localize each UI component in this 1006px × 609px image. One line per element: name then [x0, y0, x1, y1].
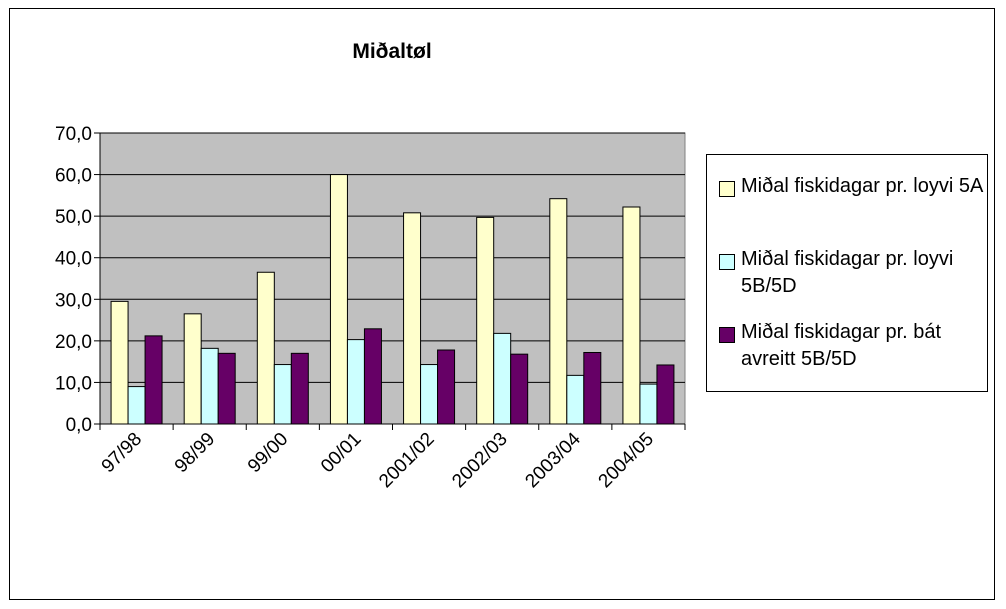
bar: [363, 328, 382, 425]
y-tick-label: 50,0: [55, 207, 92, 228]
bar: [622, 206, 641, 425]
bar: [549, 198, 568, 425]
bar: [420, 364, 439, 425]
x-tick-label: 2004/05: [595, 429, 658, 492]
bar: [217, 352, 236, 425]
bar: [510, 353, 529, 425]
legend-label-bat: Miðal fiskidagar pr. bát avreitt 5B/5D: [741, 321, 942, 370]
bar: [329, 174, 348, 425]
bar: [183, 313, 202, 425]
bar: [200, 347, 219, 425]
bar: [273, 364, 292, 425]
bar: [403, 212, 422, 425]
legend-swatch-bat: [719, 327, 735, 343]
y-tick-label: 40,0: [55, 249, 92, 270]
x-tick-label: 2002/03: [448, 429, 511, 492]
y-tick-label: 60,0: [55, 166, 92, 187]
legend-label-5a: Miðal fiskidagar pr. loyvi 5A: [741, 175, 984, 197]
bar: [144, 335, 163, 425]
y-tick-label: 0,0: [66, 415, 92, 436]
x-tick-label: 97/98: [98, 429, 146, 477]
y-tick-label: 30,0: [55, 290, 92, 311]
bar: [437, 349, 456, 425]
bar: [110, 300, 129, 425]
y-tick-label: 20,0: [55, 332, 92, 353]
x-tick-label: 99/00: [244, 429, 292, 477]
bar: [656, 364, 675, 425]
bars: [110, 174, 675, 425]
x-tick-label: 2003/04: [521, 428, 585, 492]
legend: Miðal fiskidagar pr. loyvi 5A Miðal fisk…: [706, 154, 988, 392]
bar: [583, 351, 602, 425]
bar: [476, 216, 495, 425]
y-tick-label: 70,0: [55, 124, 92, 145]
x-tick-label: 98/99: [171, 429, 219, 477]
legend-label-5b5d: Miðal fiskidagar pr. loyvi 5B/5D: [741, 248, 954, 297]
x-tick-label: 2001/02: [375, 429, 438, 492]
bar: [290, 352, 309, 425]
chart-title: Miðaltøl: [352, 40, 432, 63]
bar: [127, 386, 146, 425]
bar: [566, 374, 585, 425]
bar: [639, 383, 658, 425]
x-tick-label: 00/01: [317, 429, 365, 477]
legend-swatch-5b5d: [719, 254, 735, 270]
y-tick-label: 10,0: [55, 373, 92, 394]
bar: [493, 332, 512, 425]
legend-swatch-5a: [719, 181, 735, 197]
bar: [346, 339, 365, 425]
bar: [256, 271, 275, 425]
